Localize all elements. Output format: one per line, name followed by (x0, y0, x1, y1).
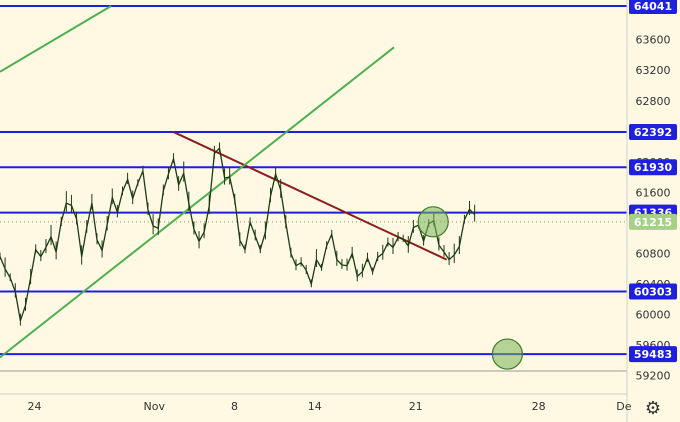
x-tick-label: 21 (409, 400, 423, 413)
y-tick-label: 60000 (636, 309, 671, 322)
x-tick-label: 24 (27, 400, 41, 413)
svg-text:61215: 61215 (634, 216, 672, 229)
svg-text:61930: 61930 (634, 161, 673, 174)
y-tick-label: 60800 (636, 248, 671, 261)
trend-line-channel-lower[interactable] (0, 46, 395, 359)
highlight-zones (417, 206, 523, 370)
level-label-60303: 60303 (629, 283, 677, 300)
highlight-current-zone (417, 206, 449, 238)
level-label-61930: 61930 (629, 159, 677, 176)
highlight-target-zone (491, 338, 523, 370)
svg-text:62392: 62392 (634, 126, 672, 139)
svg-text:60303: 60303 (634, 285, 672, 298)
x-tick-label: 28 (532, 400, 546, 413)
settings-button[interactable]: ⚙ (645, 398, 661, 419)
price-series (0, 142, 476, 326)
horizontal-levels (0, 5, 627, 372)
svg-text:59483: 59483 (634, 348, 672, 361)
y-tick-label: 62800 (636, 95, 671, 108)
y-tick-label: 63600 (636, 34, 671, 47)
y-tick-label: 59200 (636, 370, 671, 383)
x-tick-labels: 24 Nov 8 14 21 28 De (27, 400, 631, 413)
current-price-label: 61215 (629, 213, 677, 230)
gear-icon: ⚙ (645, 398, 661, 419)
x-tick-label: De (616, 400, 631, 413)
x-tick-label: 8 (231, 400, 238, 413)
y-tick-label: 61600 (636, 186, 671, 199)
svg-text:64041: 64041 (634, 0, 672, 13)
y-tick-label: 63200 (636, 64, 671, 77)
level-label-59483: 59483 (629, 346, 677, 363)
level-label-62392: 62392 (629, 123, 677, 140)
x-tick-label: 14 (308, 400, 322, 413)
x-tick-label: Nov (144, 400, 166, 413)
time-axis (0, 0, 628, 422)
level-label-64041: 64041 (629, 0, 677, 15)
price-line (0, 146, 476, 321)
trend-line-channel-upper[interactable] (0, 5, 112, 73)
